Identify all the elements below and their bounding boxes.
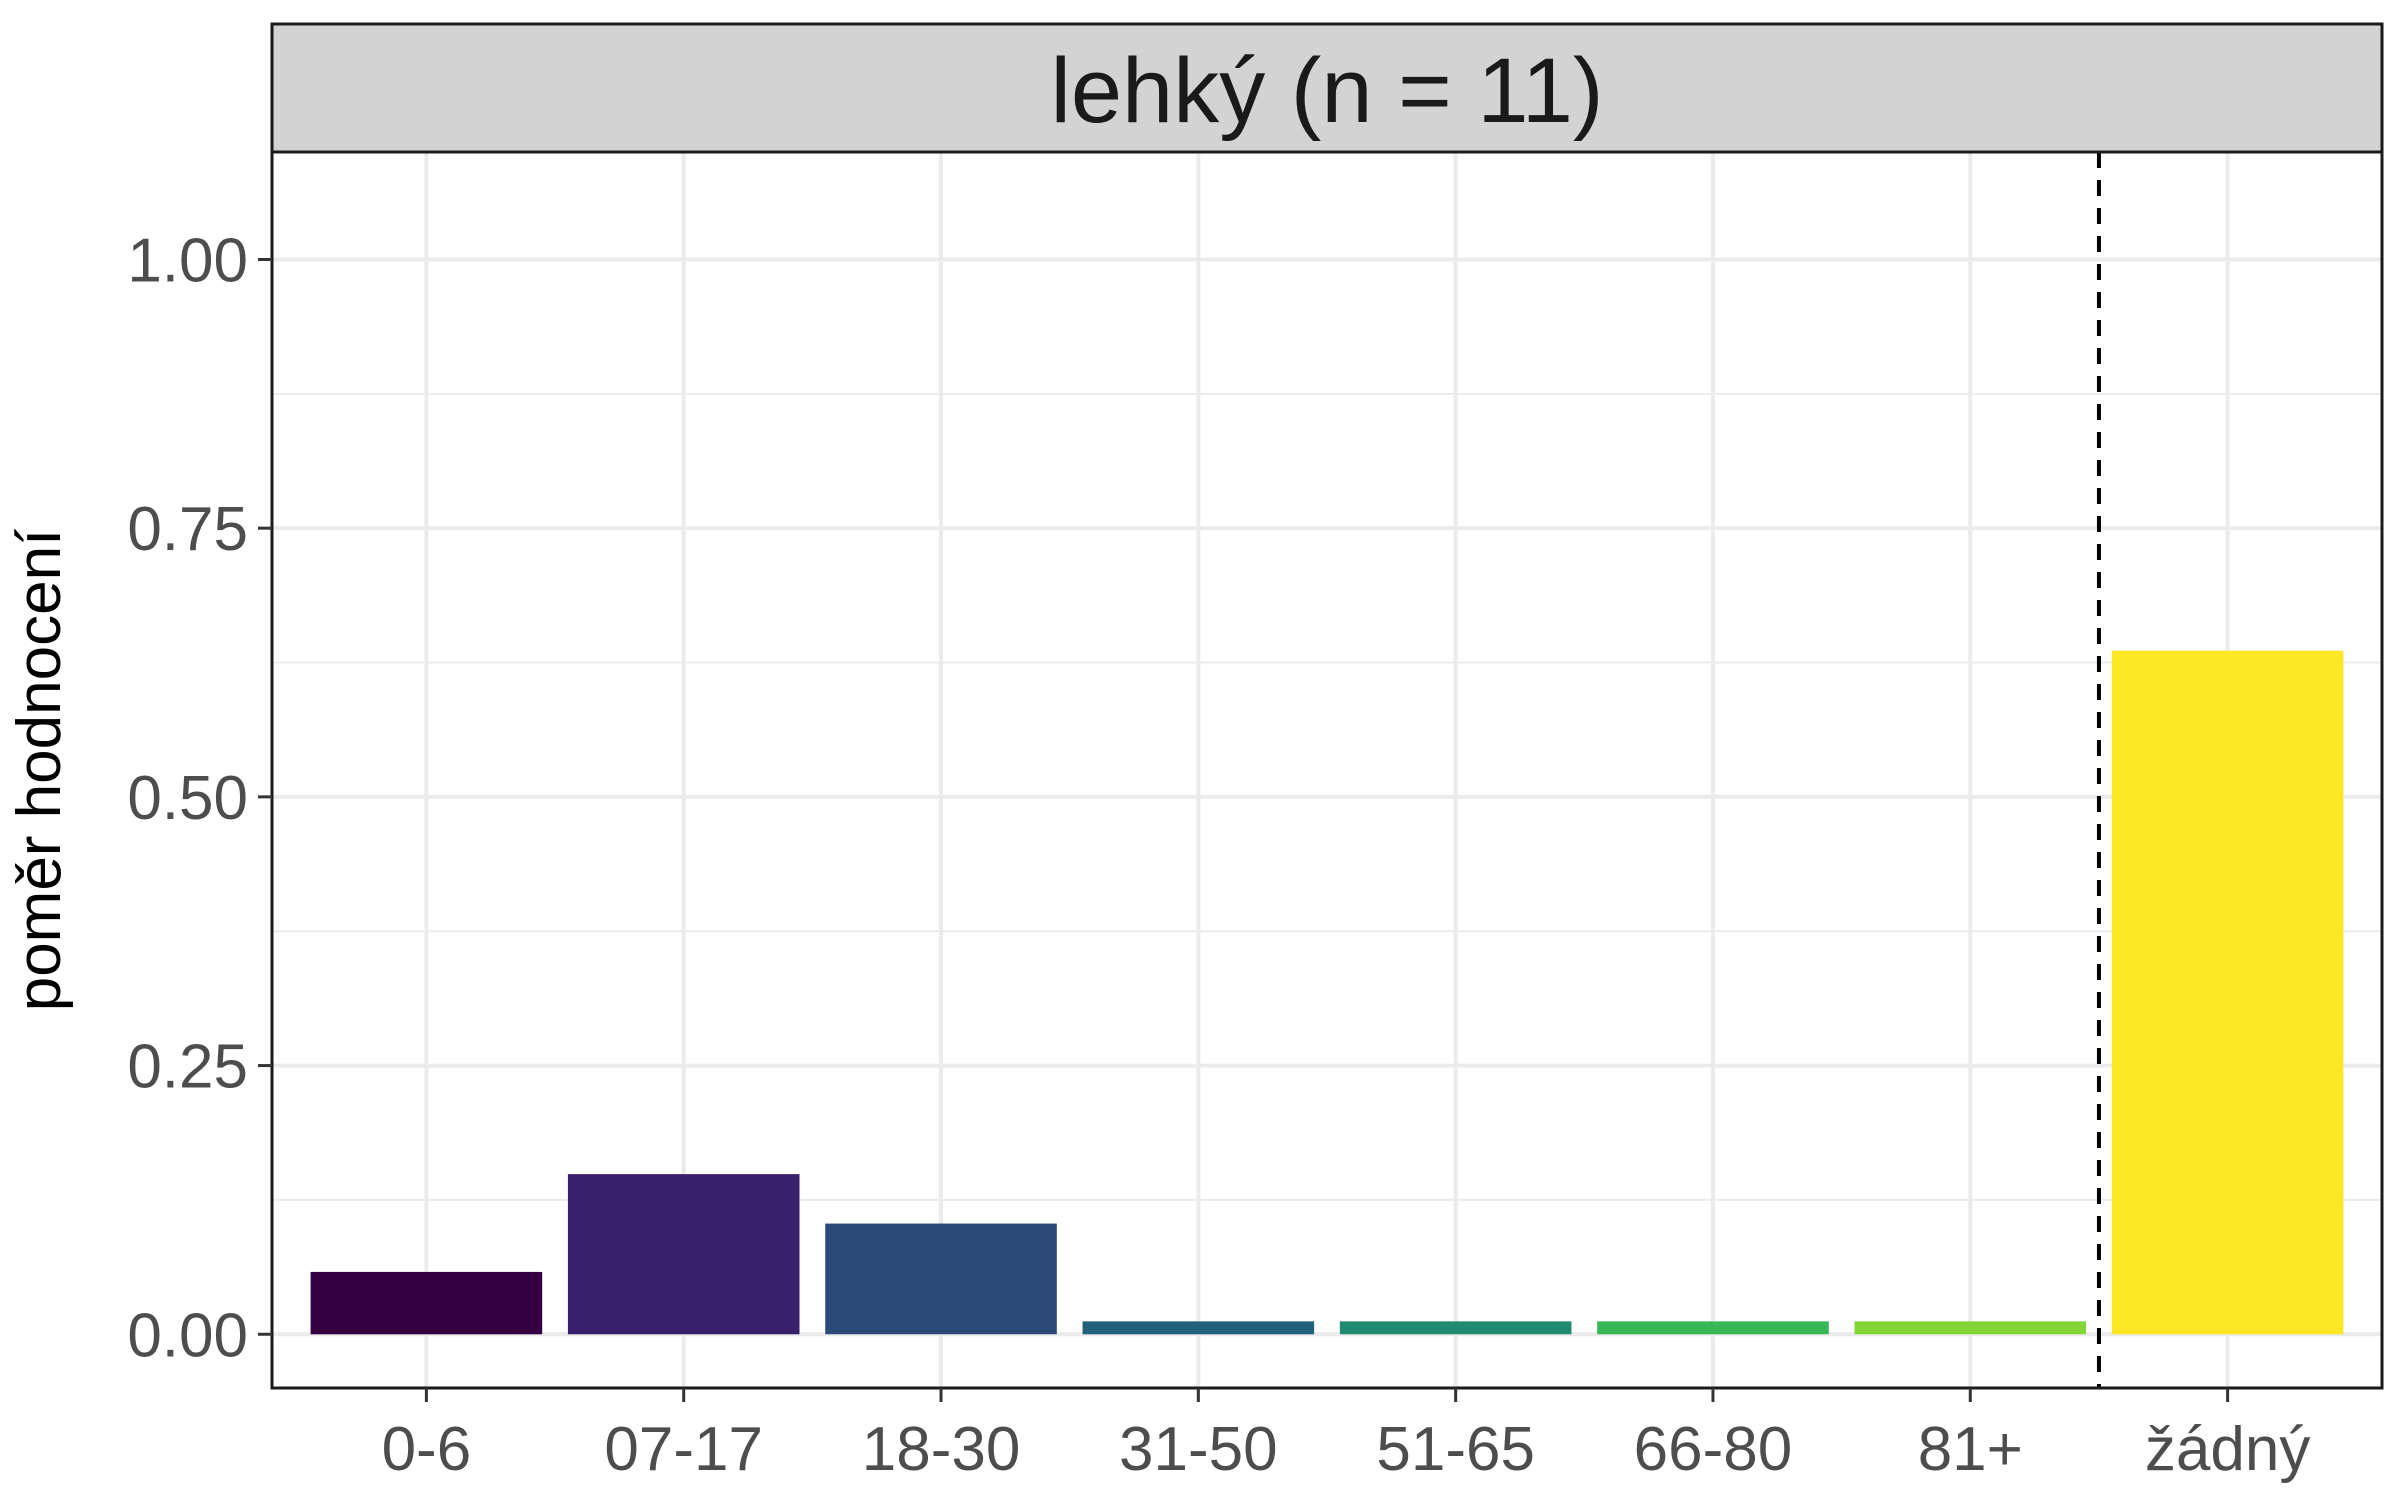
x-tick-label: 0-6	[382, 1415, 472, 1484]
bar-51-65	[1339, 1321, 1572, 1335]
bar-18-30	[825, 1223, 1057, 1335]
facet-strip	[270, 22, 2384, 154]
bar-81+	[1854, 1321, 2087, 1335]
bar-66-80	[1597, 1321, 1829, 1335]
y-axis: 0.00 0.25 0.50 0.75 1.00	[127, 226, 272, 1370]
x-tick-label: žádný	[2145, 1415, 2310, 1484]
x-tick-label: 07-17	[604, 1415, 763, 1484]
bar-žádný	[2111, 650, 2344, 1335]
facet-title: lehký (n = 11)	[1050, 40, 1603, 142]
x-axis: 0-6 07-17 18-30 31-50 51-65 66-80 81+ žádný	[382, 1388, 2310, 1484]
bar-0-6	[310, 1271, 543, 1335]
x-tick-label: 66-80	[1634, 1415, 1793, 1484]
bar-31-50	[1082, 1321, 1315, 1335]
gridlines	[272, 152, 2382, 1388]
x-tick-label: 31-50	[1119, 1415, 1278, 1484]
plot-panel-border	[270, 150, 2384, 1390]
x-tick-label: 81+	[1918, 1415, 2023, 1484]
y-tick-label: 1.00	[127, 226, 248, 295]
y-tick-label: 0.75	[127, 495, 248, 564]
x-tick-label: 18-30	[862, 1415, 1021, 1484]
y-tick-label: 0.50	[127, 764, 248, 833]
x-tick-label: 51-65	[1376, 1415, 1535, 1484]
bar-07-17	[567, 1174, 800, 1335]
y-axis-title: poměr hodnocení	[5, 529, 74, 1012]
y-tick-label: 0.00	[127, 1301, 248, 1370]
bars	[310, 650, 2344, 1335]
y-tick-label: 0.25	[127, 1033, 248, 1102]
